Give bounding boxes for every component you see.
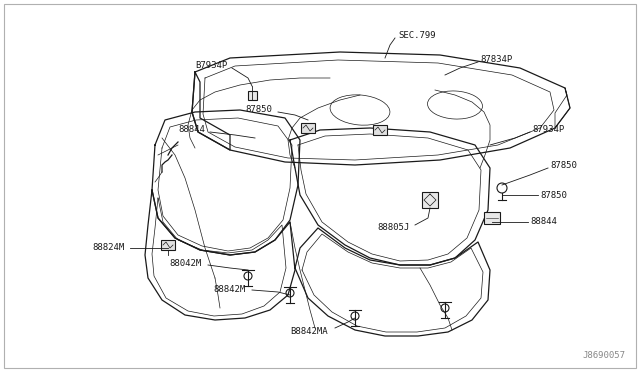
Text: 88844: 88844: [530, 218, 557, 227]
Text: 87934P: 87934P: [532, 125, 564, 135]
Text: J8690057: J8690057: [582, 351, 625, 360]
Text: 88042M: 88042M: [170, 259, 202, 267]
Text: 87850: 87850: [245, 106, 272, 115]
Bar: [373, 125, 387, 135]
Text: 87834P: 87834P: [480, 55, 512, 64]
Bar: [161, 240, 175, 250]
Text: 87850: 87850: [540, 190, 567, 199]
Text: 88805J: 88805J: [378, 224, 410, 232]
Text: 88844: 88844: [178, 125, 205, 135]
Bar: [484, 212, 500, 224]
Bar: [422, 192, 438, 208]
Text: 88824M: 88824M: [93, 244, 125, 253]
Text: B7934P: B7934P: [196, 61, 228, 70]
Text: 87850: 87850: [550, 160, 577, 170]
Text: SEC.799: SEC.799: [398, 31, 436, 39]
Bar: [248, 90, 257, 99]
Bar: [301, 123, 315, 133]
Text: B8842MA: B8842MA: [291, 327, 328, 337]
Text: 88842M: 88842M: [214, 285, 246, 294]
